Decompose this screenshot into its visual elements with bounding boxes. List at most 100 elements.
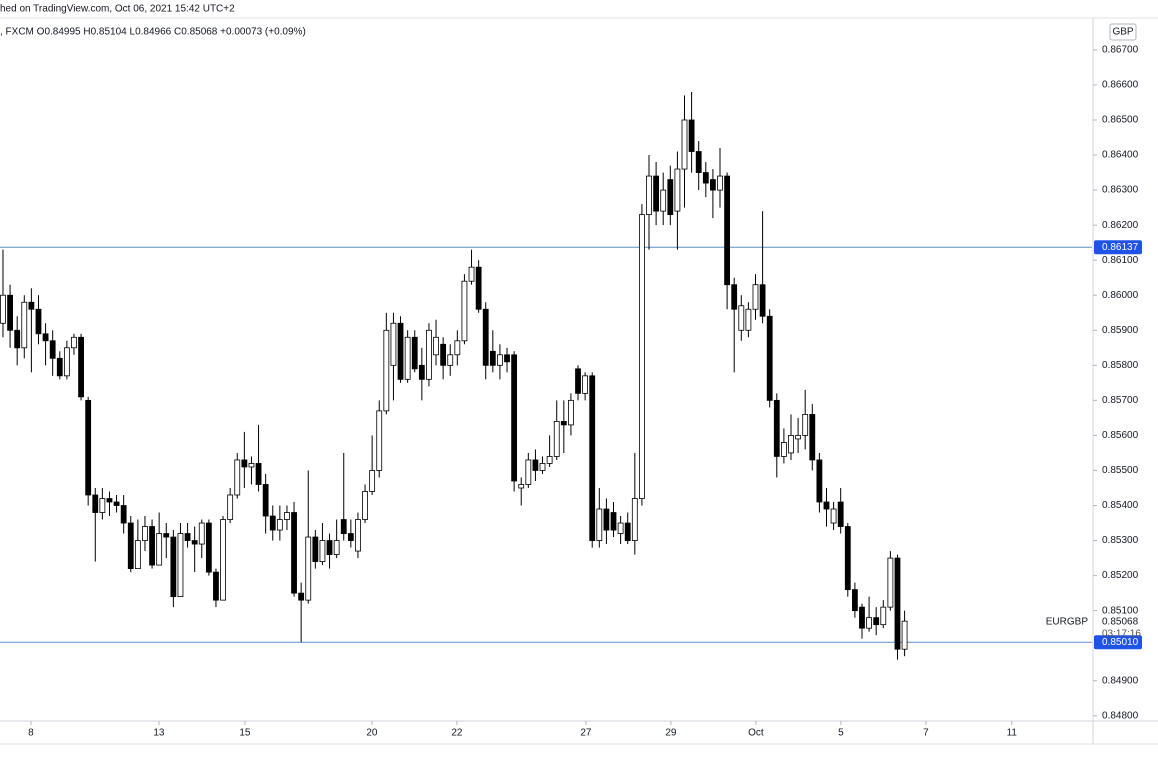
header: hed on TradingView.com, Oct 06, 2021 15:… xyxy=(0,4,235,15)
candle-body xyxy=(248,463,255,468)
x-tick-label: 29 xyxy=(665,728,677,739)
candle-body xyxy=(63,347,70,377)
candle-body xyxy=(809,413,816,461)
candle-body xyxy=(213,571,219,601)
currency-box xyxy=(1109,23,1137,41)
x-tick-label: Oct xyxy=(748,728,764,739)
y-tick-label: 0.86700 xyxy=(1102,45,1139,56)
y-tick-label: 0.85400 xyxy=(1102,500,1139,511)
candle-body xyxy=(844,526,851,591)
candle-body xyxy=(426,329,432,380)
candle-body xyxy=(284,512,290,520)
candle-body xyxy=(454,340,461,356)
price-line-label: 0.86137 xyxy=(1102,242,1139,253)
candle-body xyxy=(482,308,489,366)
candle-body xyxy=(92,494,99,513)
candle-body xyxy=(568,399,574,426)
candle-body xyxy=(646,175,652,216)
y-tick-label: 0.86600 xyxy=(1102,80,1139,91)
candle-body xyxy=(255,463,262,485)
candle-body xyxy=(816,459,823,503)
candle-body xyxy=(802,413,809,436)
candle-body xyxy=(596,508,603,541)
candle-body xyxy=(525,459,532,485)
candle-body xyxy=(291,512,297,594)
candle-body xyxy=(631,498,638,541)
last-price-label: 0.85068 xyxy=(1102,617,1139,628)
y-tick-label: 0.85300 xyxy=(1102,535,1139,546)
candle-body xyxy=(71,336,77,349)
x-tick-label: 7 xyxy=(923,728,929,739)
candle-body xyxy=(312,536,319,562)
candle-body xyxy=(518,484,525,489)
y-tick-label: 0.84900 xyxy=(1102,675,1139,686)
candle-body xyxy=(752,284,759,310)
candle-body xyxy=(468,266,475,282)
candle-body xyxy=(149,526,155,566)
candle-body xyxy=(851,589,858,612)
candle-body xyxy=(866,617,872,629)
candle-body xyxy=(355,519,361,552)
candle-body xyxy=(326,540,333,555)
candle-body xyxy=(404,336,411,380)
candle-body xyxy=(227,494,234,520)
candle-body xyxy=(532,459,539,471)
candle-body xyxy=(780,442,787,457)
candle-body xyxy=(617,522,624,534)
candle-body xyxy=(347,533,354,541)
y-tick-label: 0.85500 xyxy=(1102,465,1139,476)
price-line-label: 0.85010 xyxy=(1102,637,1139,648)
candle-body xyxy=(717,175,723,191)
candle-body xyxy=(795,435,801,440)
candle-body xyxy=(198,522,205,545)
candle-body xyxy=(894,557,901,650)
candle-body xyxy=(99,498,106,513)
candle-body xyxy=(660,189,667,212)
candle-body xyxy=(177,533,184,598)
candle-body xyxy=(667,179,674,216)
candle-body xyxy=(873,617,880,626)
candle-body xyxy=(674,168,681,212)
candle-body xyxy=(560,420,567,426)
candle-body xyxy=(142,526,148,541)
candle-body xyxy=(49,340,56,359)
candle-body xyxy=(42,333,49,342)
candle-body xyxy=(681,119,688,170)
candle-body xyxy=(340,519,347,534)
candle-body xyxy=(220,519,226,601)
candle-body xyxy=(205,522,212,573)
candle-body xyxy=(759,284,766,317)
currency: GBP xyxy=(1112,27,1133,38)
y-tick-label: 0.84800 xyxy=(1102,710,1139,721)
candle-body xyxy=(702,172,709,184)
candle-body xyxy=(134,540,141,569)
candle-body xyxy=(731,284,738,310)
candle-body xyxy=(35,308,42,335)
candle-body xyxy=(113,501,120,506)
x-tick-label: 20 xyxy=(366,728,378,739)
candle-body xyxy=(170,536,177,598)
y-tick-label: 0.86300 xyxy=(1102,185,1139,196)
candle-body xyxy=(724,175,731,286)
candle-body xyxy=(837,501,844,527)
candle-body xyxy=(695,151,702,173)
candle-body xyxy=(184,533,191,541)
candle-body xyxy=(497,354,503,366)
candle-body xyxy=(901,620,908,650)
candle-body xyxy=(887,557,894,608)
candle-body xyxy=(120,505,127,524)
candle-body xyxy=(745,308,752,331)
y-tick-label: 0.86000 xyxy=(1102,290,1139,301)
candle-body xyxy=(859,606,865,629)
x-tick-label: 15 xyxy=(239,728,251,739)
candle-body xyxy=(369,470,376,492)
price-line-label-bg xyxy=(1094,635,1142,650)
candle-body xyxy=(688,119,695,152)
candle-body xyxy=(546,456,553,464)
candle-body xyxy=(773,399,780,457)
y-tick-label: 0.86100 xyxy=(1102,255,1139,266)
candle-body xyxy=(710,179,716,191)
y-tick-label: 0.86500 xyxy=(1102,115,1139,126)
candle-body xyxy=(262,484,269,517)
